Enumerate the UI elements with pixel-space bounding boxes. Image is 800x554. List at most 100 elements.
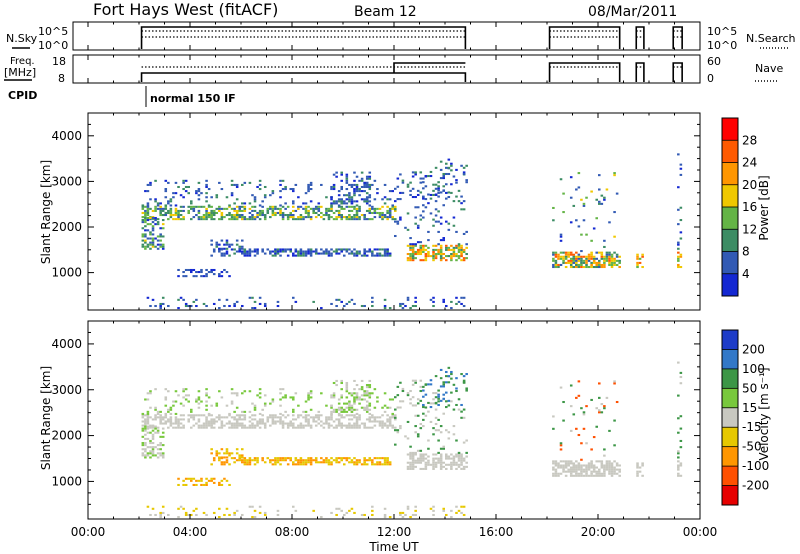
- velocity-cell: [299, 457, 303, 460]
- power-cell: [450, 248, 453, 251]
- velocity-cell: [376, 416, 379, 419]
- velocity-cell: [409, 455, 412, 458]
- power-cell: [149, 198, 152, 201]
- power-cell: [149, 237, 152, 240]
- velocity-cell: [159, 513, 162, 517]
- power-cell: [355, 183, 359, 186]
- power-cell: [419, 248, 423, 251]
- velocity-cell: [179, 422, 183, 425]
- velocity-cell: [580, 442, 583, 445]
- velocity-cell: [144, 448, 147, 451]
- velocity-cell: [432, 398, 435, 401]
- velocity-cell: [450, 391, 453, 394]
- power-cell: [439, 259, 443, 262]
- velocity-cell: [388, 398, 392, 401]
- velocity-cell: [205, 388, 208, 391]
- velocity-cell: [312, 420, 315, 423]
- velocity-cell: [391, 414, 394, 417]
- power-cell: [442, 185, 445, 188]
- power-cell: [360, 198, 364, 201]
- velocity-cell: [416, 459, 420, 462]
- power-cell: [271, 190, 275, 193]
- power-cell: [177, 275, 180, 278]
- velocity-cell: [348, 392, 351, 395]
- velocity-cell: [419, 455, 423, 458]
- power-cell: [580, 233, 583, 236]
- velocity-cell: [151, 435, 155, 438]
- velocity-cell: [422, 467, 425, 470]
- velocity-cell: [434, 465, 438, 468]
- power-cell: [184, 302, 188, 305]
- power-cell: [363, 200, 366, 203]
- velocity-cell: [585, 405, 588, 408]
- velocity-cell: [243, 416, 247, 419]
- power-cell: [256, 185, 259, 189]
- power-cell: [447, 191, 451, 194]
- power-cell: [424, 244, 428, 247]
- power-cell: [350, 298, 354, 301]
- velocity-cell: [598, 474, 601, 477]
- velocity-cell: [235, 392, 239, 395]
- velocity-cell: [330, 461, 333, 464]
- power-cell: [613, 174, 616, 177]
- power-cell: [197, 190, 201, 193]
- power-cell: [225, 247, 229, 250]
- power-cell: [154, 216, 157, 220]
- colorbar-tick-label: -15: [742, 420, 762, 434]
- power-cell: [253, 198, 257, 201]
- velocity-cell: [340, 422, 343, 425]
- power-cell: [442, 172, 445, 176]
- velocity-cell: [246, 463, 249, 466]
- velocity-cell: [445, 370, 448, 374]
- velocity-cell: [276, 509, 280, 512]
- velocity-cell: [355, 416, 359, 419]
- velocity-cell: [279, 398, 282, 401]
- velocity-cell: [151, 433, 155, 436]
- power-cell: [266, 211, 270, 215]
- power-cell: [406, 257, 410, 260]
- power-cell: [411, 243, 415, 246]
- velocity-cell: [577, 464, 581, 467]
- power-cell: [677, 186, 680, 189]
- velocity-cell: [353, 408, 356, 411]
- power-cell: [340, 185, 343, 189]
- nsky-tick-top: 10^5: [38, 25, 68, 38]
- velocity-cell: [205, 483, 208, 486]
- velocity-cell: [394, 426, 397, 429]
- power-cell: [327, 207, 331, 210]
- velocity-cell: [177, 507, 180, 510]
- power-cell: [274, 248, 277, 251]
- velocity-cell: [587, 468, 591, 471]
- power-cell: [419, 181, 423, 184]
- velocity-cell: [256, 424, 259, 427]
- power-cell: [212, 218, 216, 221]
- velocity-cell: [179, 505, 183, 508]
- velocity-cell: [422, 418, 425, 421]
- velocity-cell: [355, 384, 359, 387]
- power-cell: [409, 189, 412, 192]
- velocity-cell: [327, 461, 331, 464]
- velocity-cell: [307, 424, 310, 427]
- power-cell: [149, 216, 152, 220]
- velocity-cell: [248, 424, 252, 427]
- velocity-cell: [330, 394, 333, 397]
- power-cell: [432, 300, 435, 303]
- power-cell: [144, 239, 147, 242]
- velocity-cell: [253, 459, 257, 462]
- velocity-cell: [552, 427, 555, 430]
- velocity-cell: [368, 420, 372, 423]
- power-cell: [411, 171, 415, 174]
- power-cell: [437, 250, 440, 253]
- velocity-cell: [230, 424, 234, 427]
- velocity-cell: [151, 450, 155, 453]
- power-cell: [233, 248, 236, 251]
- power-cell: [348, 214, 351, 217]
- power-cell: [615, 255, 619, 258]
- velocity-cell: [462, 408, 466, 411]
- velocity-cell: [348, 426, 351, 429]
- velocity-cell: [577, 474, 581, 477]
- velocity-cell: [220, 483, 224, 486]
- velocity-cell: [554, 460, 558, 463]
- power-cell: [636, 253, 639, 256]
- power-cell: [360, 179, 364, 182]
